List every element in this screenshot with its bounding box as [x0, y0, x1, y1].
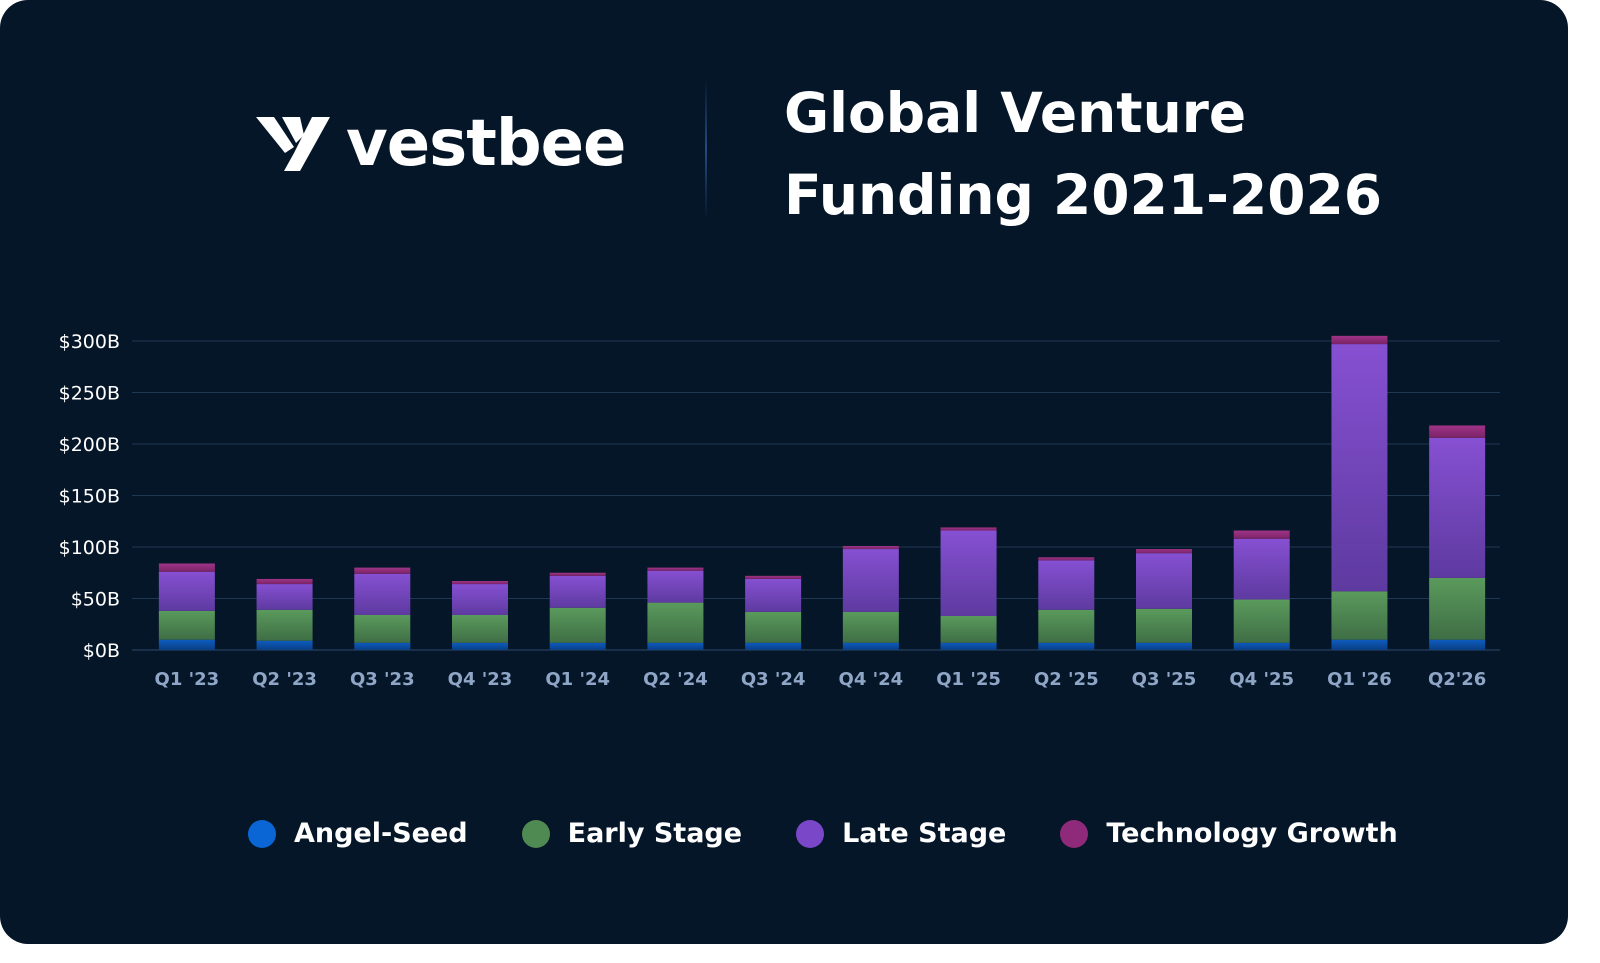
- x-tick-label: Q2 '24: [643, 669, 708, 690]
- bar-segment-angel-seed: [256, 640, 313, 650]
- legend-dot-technology-growth: [1060, 819, 1089, 848]
- bar-segment-angel-seed: [452, 642, 508, 650]
- legend-dot-angel-seed: [248, 819, 276, 848]
- bar-segment-early-stage: [158, 610, 215, 640]
- bar-segment-technology-growth: [647, 567, 704, 571]
- bar-segment-technology-growth: [256, 578, 313, 585]
- x-tick-label: Q3 '24: [741, 669, 806, 690]
- bar-segment-angel-seed: [647, 642, 704, 650]
- bar-segment-early-stage: [842, 611, 899, 643]
- bar-segment-angel-seed: [1136, 642, 1192, 650]
- bar-segment-technology-growth: [354, 567, 411, 574]
- bar-segment-angel-seed: [1429, 639, 1486, 650]
- legend-item-technology-growth: Technology Growth: [1060, 818, 1398, 849]
- bar-segment-angel-seed: [1233, 642, 1290, 650]
- x-tick-label: Q2 '23: [252, 669, 317, 690]
- y-tick-label: $250B: [59, 383, 120, 405]
- y-tick-label: $150B: [59, 486, 120, 508]
- title-line-1: Global Venture: [784, 81, 1247, 145]
- bar-segment-angel-seed: [940, 642, 997, 650]
- bar-segment-angel-seed: [842, 642, 899, 650]
- vestbee-logo: vestbee: [256, 107, 626, 181]
- legend-label-angel-seed: Angel-Seed: [294, 818, 468, 849]
- y-tick-label: $0B: [83, 640, 120, 662]
- vestbee-y-logo-icon: [256, 117, 330, 171]
- bar-segment-technology-growth: [1429, 425, 1486, 438]
- bar-segment-technology-growth: [549, 572, 606, 576]
- chart-legend: Angel-Seed Early Stage Late Stage Techno…: [248, 818, 1452, 849]
- legend-dot-late-stage: [796, 819, 825, 848]
- legend-label-technology-growth: Technology Growth: [1106, 818, 1398, 849]
- x-tick-label: Q3 '25: [1132, 669, 1197, 690]
- bar-segment-early-stage: [1429, 577, 1486, 640]
- x-tick-label: Q1 '25: [936, 669, 1001, 690]
- bar-segment-early-stage: [549, 607, 606, 643]
- bar-segment-late-stage: [1136, 553, 1192, 609]
- bar-segment-technology-growth: [1136, 549, 1192, 554]
- x-tick-label: Q3 '23: [350, 669, 415, 690]
- bar-segment-late-stage: [256, 584, 313, 610]
- bar-segment-early-stage: [256, 609, 313, 641]
- bar-segment-late-stage: [549, 575, 606, 608]
- bar-segment-early-stage: [647, 602, 704, 643]
- legend-item-early-stage: Early Stage: [521, 818, 743, 849]
- x-tick-label: Q4 '25: [1229, 669, 1294, 690]
- bar-segment-early-stage: [1233, 599, 1290, 643]
- bar-segment-technology-growth: [452, 580, 508, 585]
- x-tick-label: Q1 '23: [155, 669, 220, 690]
- y-tick-label: $200B: [59, 434, 120, 456]
- bar-segment-early-stage: [1136, 608, 1192, 643]
- bar-segment-late-stage: [158, 571, 215, 611]
- bar-segment-late-stage: [745, 578, 802, 612]
- bar-segment-late-stage: [1429, 437, 1486, 578]
- legend-label-early-stage: Early Stage: [567, 818, 743, 849]
- bar-segment-early-stage: [745, 611, 802, 643]
- bar-segment-angel-seed: [1331, 639, 1388, 650]
- bar-segment-late-stage: [842, 549, 899, 612]
- x-tick-label: Q4 '24: [839, 669, 904, 690]
- bar-segment-technology-growth: [1233, 530, 1290, 539]
- bar-segment-late-stage: [1038, 560, 1095, 610]
- header-divider: [705, 78, 707, 220]
- bar-segment-angel-seed: [745, 642, 802, 650]
- x-tick-label: Q2 '25: [1034, 669, 1099, 690]
- bar-segment-late-stage: [647, 570, 704, 603]
- bar-segment-late-stage: [1331, 344, 1388, 592]
- bar-segment-angel-seed: [354, 642, 411, 650]
- bar-segment-technology-growth: [1331, 335, 1388, 345]
- y-tick-label: $300B: [59, 331, 120, 353]
- y-tick-label: $50B: [71, 589, 120, 611]
- x-tick-label: Q1 '24: [545, 669, 610, 690]
- page-title: Global Venture Funding 2021-2026: [784, 72, 1424, 236]
- bar-segment-technology-growth: [842, 545, 899, 550]
- bar-segment-early-stage: [1038, 609, 1095, 643]
- x-tick-label: Q2'26: [1428, 669, 1486, 690]
- y-tick-label: $100B: [59, 537, 120, 559]
- legend-dot-early-stage: [521, 819, 550, 848]
- bar-segment-technology-growth: [158, 563, 215, 572]
- bar-segment-early-stage: [452, 614, 508, 643]
- bar-segment-angel-seed: [158, 639, 215, 650]
- title-line-2: Funding 2021-2026: [784, 163, 1383, 227]
- legend-item-late-stage: Late Stage: [796, 818, 1006, 849]
- bar-segment-angel-seed: [549, 642, 606, 650]
- bar-segment-early-stage: [1331, 591, 1388, 640]
- bar-segment-technology-growth: [1038, 557, 1095, 561]
- brand-name: vestbee: [346, 107, 626, 181]
- bar-segment-late-stage: [1233, 538, 1290, 600]
- bar-segment-angel-seed: [1038, 642, 1095, 650]
- bar-segment-early-stage: [354, 614, 411, 643]
- bar-segment-early-stage: [940, 616, 997, 643]
- bar-segment-late-stage: [452, 584, 508, 615]
- stacked-bar-chart: $0B $50B $100B $150B $200B $250B $300B Q1 '23 Q2…: [59, 331, 1500, 690]
- bar-segment-technology-growth: [940, 527, 997, 531]
- bar-segment-late-stage: [354, 573, 411, 615]
- bar-segment-late-stage: [940, 530, 997, 617]
- legend-item-angel-seed: Angel-Seed: [248, 818, 468, 849]
- x-tick-label: Q4 '23: [448, 669, 513, 690]
- bar-segment-technology-growth: [745, 575, 802, 579]
- x-tick-label: Q1 '26: [1327, 669, 1392, 690]
- chart-card: vestbee Global Venture Funding 2021-2026…: [0, 0, 1568, 944]
- legend-label-late-stage: Late Stage: [842, 818, 1007, 849]
